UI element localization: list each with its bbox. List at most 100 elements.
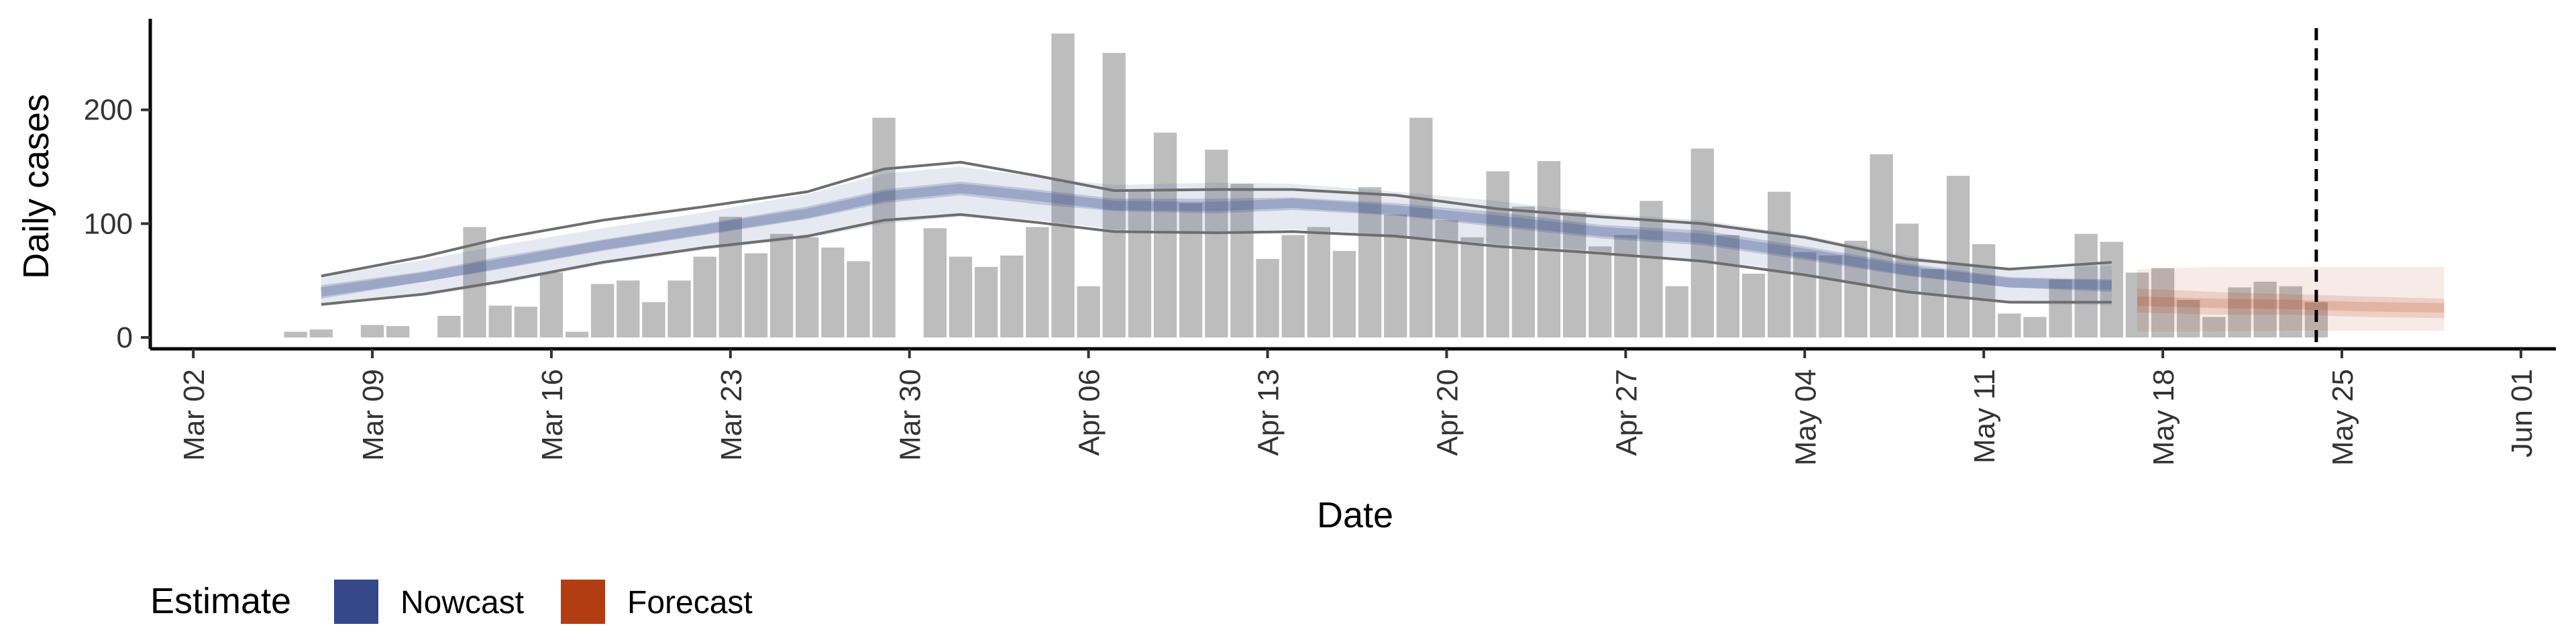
case-bar: [1077, 286, 1100, 338]
case-bar: [1409, 117, 1433, 338]
case-bar: [2177, 300, 2200, 338]
case-bar: [2151, 268, 2175, 338]
legend-label-nowcast: Nowcast: [400, 585, 524, 621]
forecast-outer-band: [2137, 266, 2445, 332]
case-bar: [1793, 252, 1817, 338]
case-bar: [847, 261, 870, 338]
case-bar: [1614, 235, 1638, 338]
case-bar: [616, 280, 640, 338]
case-bar: [591, 284, 614, 338]
case-bar: [488, 305, 512, 338]
case-bar: [1767, 191, 1791, 338]
case-bar: [2253, 281, 2277, 338]
y-tick-label: 0: [117, 321, 133, 354]
case-bar: [2125, 272, 2149, 338]
case-bar: [1000, 255, 1024, 338]
x-tick-label: Jun 01: [2506, 369, 2538, 458]
y-axis-ticks: 0 100 200: [84, 94, 150, 354]
case-bar: [1256, 258, 1279, 338]
case-bar: [1716, 235, 1740, 338]
case-bar: [1665, 286, 1688, 338]
forecast-inner-band: [2137, 288, 2445, 319]
case-bar: [2279, 286, 2302, 338]
case-bar: [1562, 212, 1587, 338]
case-bar: [1179, 203, 1203, 338]
case-bar: [1051, 34, 1075, 338]
x-tick-label: May 25: [2326, 369, 2359, 466]
legend: Estimate Nowcast Forecast: [150, 580, 753, 624]
reference-lines: [321, 160, 2112, 306]
case-bar: [1486, 171, 1509, 338]
case-bar: [1307, 227, 1330, 338]
case-bar: [1946, 176, 1970, 338]
case-bar: [309, 329, 333, 338]
case-bar: [539, 272, 564, 338]
x-tick-label: Apr 06: [1073, 369, 1106, 456]
case-bar: [872, 117, 896, 338]
case-bar: [1026, 227, 1049, 338]
legend-swatch-nowcast: [334, 580, 378, 624]
case-bar: [1332, 251, 1356, 338]
case-bar: [821, 248, 845, 338]
forecast-median: [2137, 296, 2445, 313]
x-tick-label: Apr 13: [1252, 369, 1285, 456]
x-axis-title: Date: [1317, 495, 1393, 535]
case-bar: [565, 331, 589, 338]
case-bar: [1205, 150, 1228, 338]
forecast-ribbon: [2137, 266, 2445, 332]
x-tick-label: May 18: [2147, 369, 2180, 466]
case-bar: [923, 228, 947, 338]
x-tick-label: May 04: [1789, 369, 1822, 466]
x-tick-label: May 11: [1968, 369, 2001, 464]
nowcast-inner-band: [321, 181, 2112, 299]
case-bar: [1102, 52, 1126, 338]
x-tick-label: Mar 02: [178, 369, 211, 461]
legend-title: Estimate: [150, 581, 291, 621]
case-bar: [1511, 206, 1535, 338]
case-bar: [796, 237, 819, 338]
y-tick-label: 200: [84, 94, 133, 127]
nowcast-median: [320, 183, 2112, 297]
case-bar: [2049, 279, 2072, 338]
case-bar: [1128, 189, 1152, 338]
case-bar: [2228, 287, 2251, 338]
x-tick-label: Apr 20: [1431, 369, 1464, 456]
case-bar: [769, 233, 794, 338]
case-bar: [1690, 148, 1714, 338]
case-bar: [360, 325, 384, 338]
case-bar: [744, 253, 768, 338]
x-tick-label: Apr 27: [1610, 369, 1643, 456]
case-bar: [284, 331, 307, 338]
case-bar: [2074, 233, 2098, 338]
case-bar: [1358, 187, 1382, 338]
nowcast-ribbon: [320, 166, 2112, 306]
case-bar: [437, 315, 461, 338]
case-bar: [1819, 255, 1842, 338]
case-bar: [1895, 223, 1919, 338]
case-bar: [2023, 317, 2047, 338]
case-bar: [1870, 154, 1893, 338]
case-bar: [386, 326, 410, 338]
case-bars: [284, 34, 2328, 338]
case-bar: [1640, 201, 1663, 338]
lower-reference-line: [321, 213, 2112, 306]
y-axis-title: Daily cases: [16, 94, 56, 279]
case-bar: [1844, 240, 1868, 338]
legend-label-forecast: Forecast: [627, 585, 753, 621]
upper-reference-line: [321, 160, 2112, 278]
case-bar: [2202, 317, 2226, 338]
x-tick-label: Mar 09: [357, 369, 390, 461]
case-bar: [974, 266, 998, 338]
case-bar: [667, 280, 691, 338]
x-tick-label: Mar 16: [536, 369, 569, 461]
x-axis-ticks: Mar 02 Mar 09 Mar 16 Mar 23 Mar 30 Apr 06 Apr …: [178, 349, 2538, 466]
case-bar: [514, 307, 537, 338]
case-bar: [2100, 241, 2123, 338]
x-tick-label: Mar 23: [715, 369, 748, 461]
legend-swatch-forecast: [561, 580, 605, 624]
x-tick-label: Mar 30: [894, 369, 927, 461]
case-bar: [1460, 237, 1484, 338]
case-bar: [1741, 274, 1766, 338]
nowcast-outer-band: [321, 166, 2112, 306]
